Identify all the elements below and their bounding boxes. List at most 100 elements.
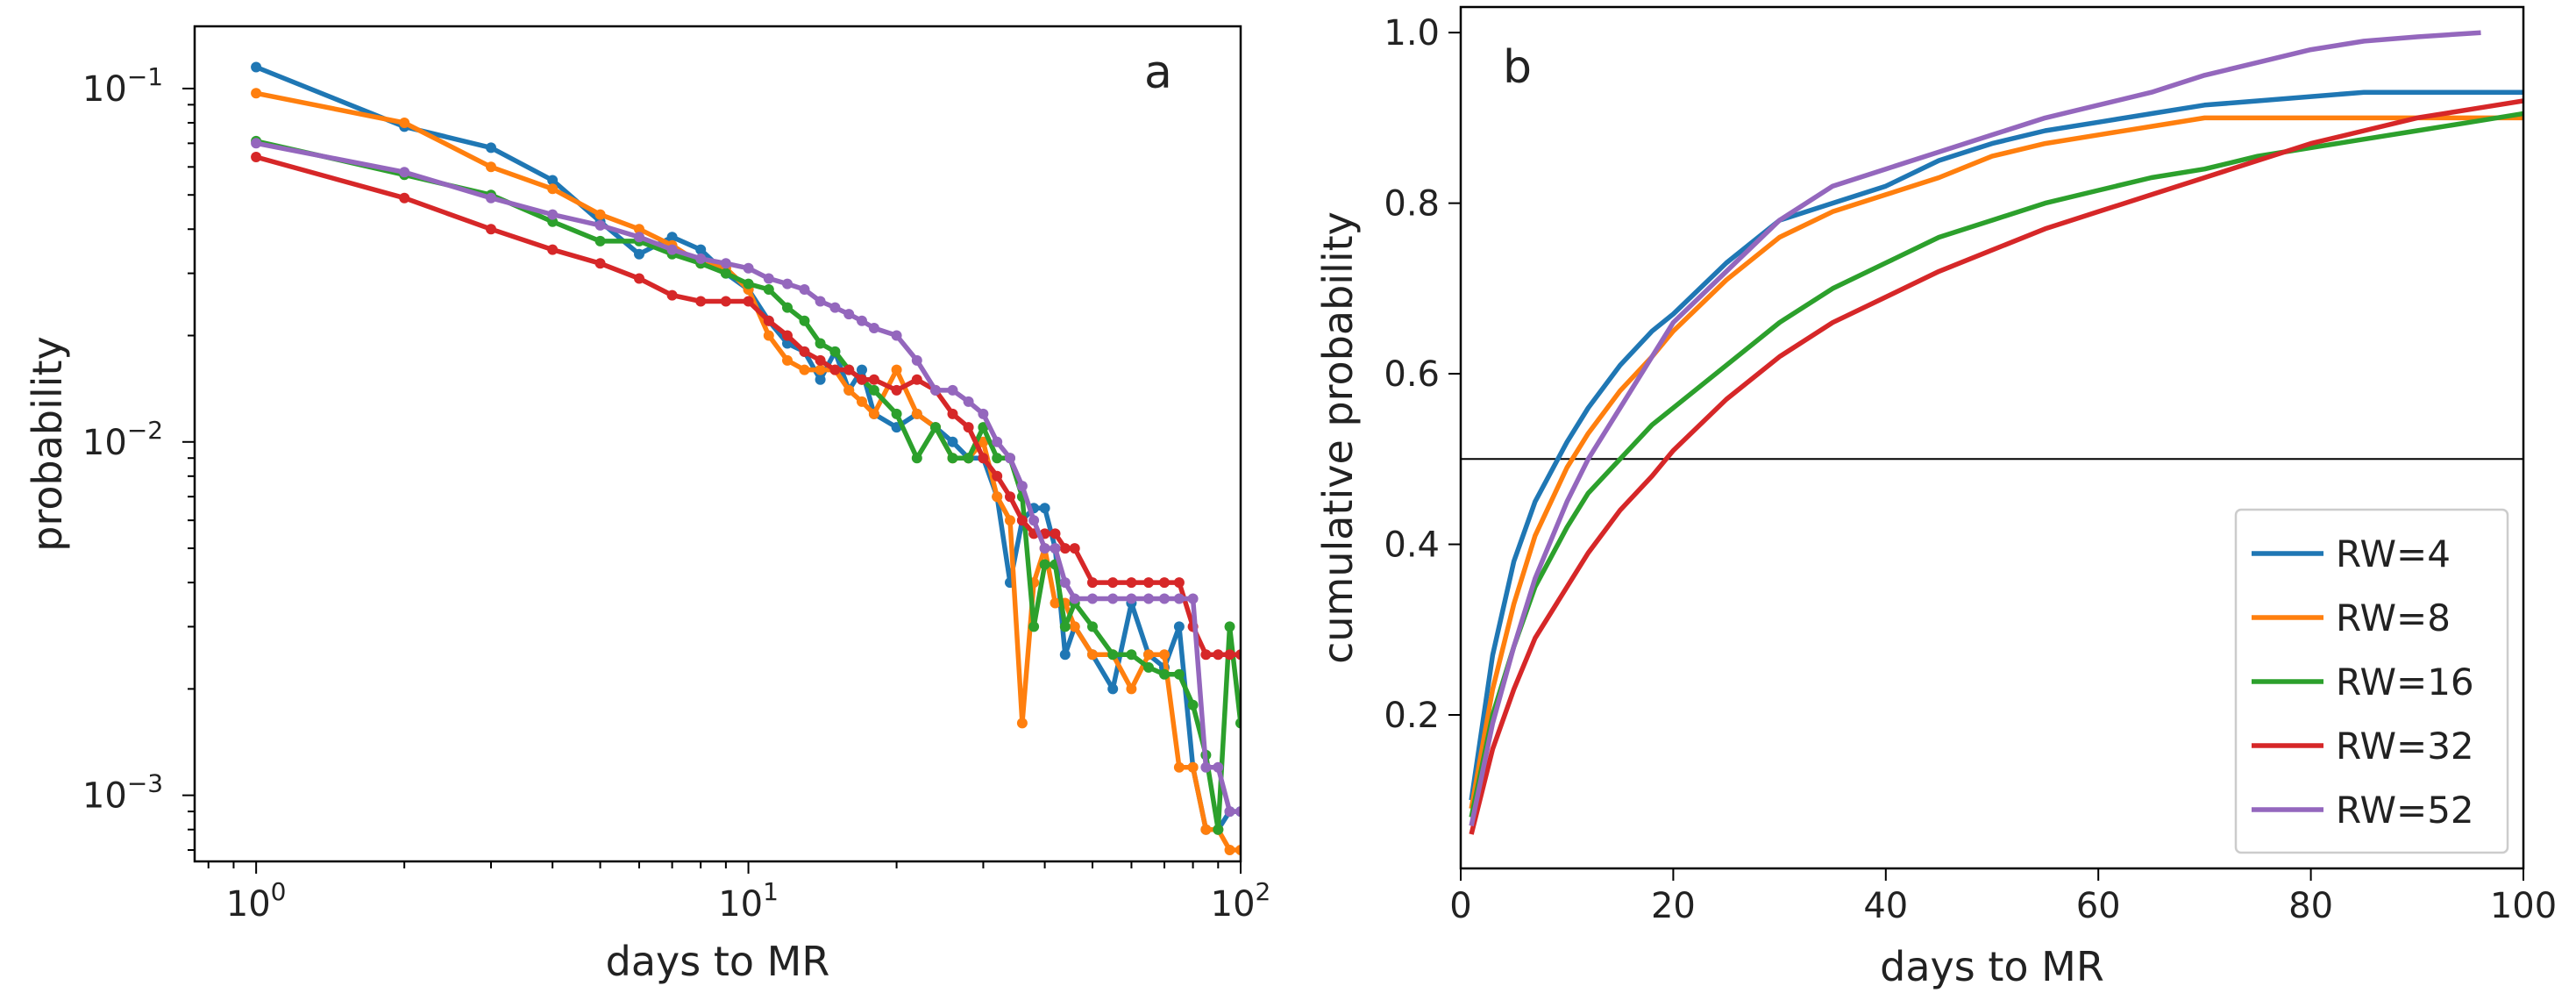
data-point [1087, 593, 1098, 604]
data-point [1143, 593, 1154, 604]
data-point [1050, 597, 1061, 609]
data-point [1107, 649, 1119, 661]
series-line [255, 90, 1241, 853]
panel-b-x-axis-label: days to MR [1880, 943, 2104, 990]
data-point [486, 192, 496, 204]
data-point [911, 354, 922, 366]
data-point [815, 374, 826, 385]
data-point [1187, 593, 1199, 604]
panel-b-legend: RW=4 RW=8 RW=16 RW=32 RW=52 [2234, 508, 2509, 854]
x-tick-label: 60 [2076, 886, 2121, 926]
data-point [634, 224, 644, 235]
y-tick-label: 10−2 [82, 416, 163, 463]
data-point [763, 315, 774, 326]
x-tick-label: 101 [718, 877, 779, 925]
data-point [547, 244, 559, 255]
data-point [1224, 806, 1235, 818]
data-point [1143, 661, 1154, 673]
data-point [1187, 761, 1199, 773]
data-point [1005, 515, 1015, 526]
data-point [1126, 577, 1137, 589]
data-point [1028, 621, 1040, 632]
data-point [399, 192, 410, 204]
data-point [1200, 649, 1212, 661]
data-point [547, 209, 559, 220]
data-point [1159, 593, 1170, 604]
data-point [634, 248, 644, 260]
panel-a-plot-area [251, 61, 1241, 855]
y-tick-label: 10−1 [82, 62, 163, 110]
data-point [891, 384, 902, 396]
data-point [1173, 668, 1185, 680]
x-tick-label: 80 [2288, 886, 2333, 926]
data-point [1235, 806, 1241, 818]
data-point [1126, 593, 1137, 604]
data-point [1213, 649, 1224, 661]
series-rw-4-line [1469, 89, 2523, 801]
data-point [1126, 649, 1137, 661]
data-point [1039, 503, 1050, 514]
data-point [868, 384, 879, 396]
panel-b-y-axis-label: cumulative probability [1314, 211, 1362, 664]
data-point [843, 309, 855, 320]
data-point [799, 315, 810, 326]
data-point [978, 453, 989, 464]
data-point [763, 273, 774, 284]
data-point [815, 364, 826, 375]
legend-label: RW=16 [2336, 661, 2474, 704]
y-tick-label: 0.4 [1384, 525, 1440, 566]
data-point [947, 408, 958, 419]
data-point [868, 408, 879, 419]
data-point [799, 284, 810, 295]
data-point [947, 436, 958, 447]
legend-label: RW=52 [2336, 789, 2474, 832]
x-tick-label: 40 [1863, 886, 1908, 926]
series-rw-16-line [1469, 111, 2523, 818]
data-point [251, 61, 262, 73]
series-line [255, 64, 1241, 832]
data-point [1107, 683, 1119, 695]
x-tick-label: 100 [2490, 886, 2557, 926]
data-point [486, 224, 496, 235]
data-point [1224, 649, 1235, 661]
data-point [911, 453, 922, 464]
data-point [1173, 761, 1185, 773]
data-point [1050, 543, 1061, 554]
data-point [963, 422, 974, 433]
data-point [1173, 593, 1185, 604]
data-point [891, 364, 902, 375]
data-point [1039, 543, 1050, 554]
data-point [1016, 481, 1028, 492]
y-tick-label: 10−3 [82, 769, 163, 817]
data-point [992, 453, 1003, 464]
data-point [695, 244, 707, 255]
data-point [251, 152, 262, 162]
data-point [1200, 761, 1212, 773]
data-point [992, 491, 1003, 503]
data-point [763, 330, 774, 341]
data-point [720, 268, 731, 279]
data-point [857, 364, 867, 375]
x-tick-label: 100 [226, 877, 287, 925]
data-point [399, 118, 410, 128]
legend-label: RW=4 [2336, 532, 2451, 575]
series-rw-8-line [1469, 115, 2523, 810]
data-point [947, 384, 958, 396]
data-point [963, 396, 974, 407]
panel-a-y-ticks: 10−3 10−2 10−1 [82, 62, 195, 852]
legend-label: RW=8 [2336, 596, 2451, 639]
data-point [1235, 649, 1241, 661]
series-rw-16 [251, 135, 1241, 835]
data-point [891, 408, 902, 419]
data-point [1059, 649, 1071, 661]
panel-b-x-ticks: 0 20 40 60 80 100 [1449, 868, 2557, 926]
data-point [720, 296, 731, 307]
data-point [1200, 824, 1212, 835]
data-point [857, 374, 867, 385]
y-tick-label: 0.6 [1384, 354, 1440, 395]
data-point [815, 354, 826, 366]
data-point [1159, 649, 1170, 661]
data-point [1173, 577, 1185, 589]
panel-a-y-axis-label: probability [24, 336, 71, 551]
data-point [594, 219, 606, 231]
